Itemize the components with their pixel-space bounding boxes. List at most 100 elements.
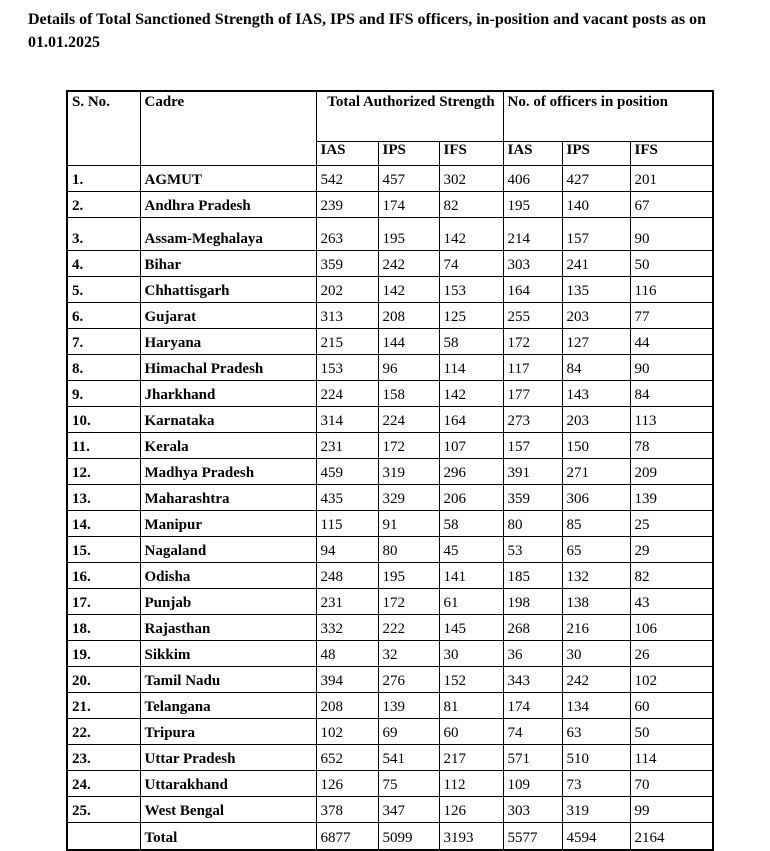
table-row: 7. Haryana 215 144 58 172 127 44	[66, 328, 714, 356]
row-value-authorized-ips: 32	[377, 640, 440, 668]
row-value-authorized-ias: 239	[315, 191, 379, 219]
row-value-in-position-ifs: 78	[629, 432, 714, 460]
row-value-authorized-ifs: 58	[438, 328, 504, 356]
row-value-authorized-ias: 394	[315, 666, 379, 694]
row-value-in-position-ifs: 114	[629, 744, 714, 772]
row-value-authorized-ips: 347	[377, 796, 440, 824]
document-page: Details of Total Sanctioned Strength of …	[0, 8, 770, 851]
table-row: 1. AGMUT 542 457 302 406 427 201	[66, 165, 714, 193]
row-value-in-position-ias: 214	[502, 217, 563, 252]
table-row: 12. Madhya Pradesh 459 319 296 391 271 2…	[66, 458, 714, 486]
row-sno: 22.	[66, 718, 141, 746]
row-cadre: West Bengal	[139, 796, 317, 824]
row-sno: 4.	[66, 250, 141, 278]
total-authorized-ias: 6877	[315, 822, 379, 851]
row-value-authorized-ias: 102	[315, 718, 379, 746]
table-row: 8. Himachal Pradesh 153 96 114 117 84 90	[66, 354, 714, 382]
row-value-in-position-ips: 150	[561, 432, 631, 460]
row-sno: 1.	[66, 165, 141, 193]
row-value-authorized-ias: 652	[315, 744, 379, 772]
row-value-in-position-ifs: 29	[629, 536, 714, 564]
total-sno-empty	[66, 822, 141, 851]
row-value-in-position-ias: 172	[502, 328, 563, 356]
row-value-authorized-ifs: 112	[438, 770, 504, 798]
row-value-authorized-ias: 224	[315, 380, 379, 408]
row-value-in-position-ias: 391	[502, 458, 563, 486]
row-sno: 6.	[66, 302, 141, 330]
row-sno: 7.	[66, 328, 141, 356]
row-value-authorized-ifs: 153	[438, 276, 504, 304]
table-row: 4. Bihar 359 242 74 303 241 50	[66, 250, 714, 278]
row-sno: 14.	[66, 510, 141, 538]
row-value-authorized-ips: 195	[377, 562, 440, 590]
row-value-in-position-ips: 203	[561, 406, 631, 434]
header-authorized-ifs: IFS	[438, 141, 504, 167]
table-row: 2. Andhra Pradesh 239 174 82 195 140 67	[66, 191, 714, 219]
row-value-in-position-ifs: 26	[629, 640, 714, 668]
row-value-authorized-ias: 263	[315, 217, 379, 252]
row-value-authorized-ias: 153	[315, 354, 379, 382]
row-value-authorized-ias: 231	[315, 432, 379, 460]
header-sno: S. No.	[66, 90, 141, 167]
row-value-authorized-ias: 202	[315, 276, 379, 304]
row-cadre: Sikkim	[139, 640, 317, 668]
row-cadre: Uttar Pradesh	[139, 744, 317, 772]
header-cadre: Cadre	[139, 90, 317, 167]
row-value-in-position-ifs: 209	[629, 458, 714, 486]
row-value-in-position-ips: 306	[561, 484, 631, 512]
table-row: 23. Uttar Pradesh 652 541 217 571 510 11…	[66, 744, 714, 772]
row-value-in-position-ips: 203	[561, 302, 631, 330]
row-value-in-position-ias: 36	[502, 640, 563, 668]
row-value-authorized-ias: 332	[315, 614, 379, 642]
row-value-authorized-ias: 314	[315, 406, 379, 434]
row-value-in-position-ias: 268	[502, 614, 563, 642]
row-value-authorized-ifs: 114	[438, 354, 504, 382]
row-value-in-position-ips: 127	[561, 328, 631, 356]
row-value-authorized-ias: 215	[315, 328, 379, 356]
row-value-in-position-ips: 84	[561, 354, 631, 382]
row-cadre: Madhya Pradesh	[139, 458, 317, 486]
table-row: 22. Tripura 102 69 60 74 63 50	[66, 718, 714, 746]
table-header: S. No. Cadre Total Authorized Strength N…	[66, 90, 714, 167]
row-value-in-position-ifs: 50	[629, 250, 714, 278]
table-footer: Total 6877 5099 3193 5577 4594 2164	[66, 822, 714, 851]
row-value-in-position-ias: 185	[502, 562, 563, 590]
row-value-authorized-ifs: 142	[438, 217, 504, 252]
total-authorized-ifs: 3193	[438, 822, 504, 851]
table-row: 21. Telangana 208 139 81 174 134 60	[66, 692, 714, 720]
row-sno: 18.	[66, 614, 141, 642]
total-authorized-ips: 5099	[377, 822, 440, 851]
row-value-in-position-ias: 273	[502, 406, 563, 434]
row-value-in-position-ips: 271	[561, 458, 631, 486]
table-body: 1. AGMUT 542 457 302 406 427 201 2. Andh…	[66, 165, 714, 824]
row-sno: 20.	[66, 666, 141, 694]
row-value-in-position-ias: 109	[502, 770, 563, 798]
table-row: 16. Odisha 248 195 141 185 132 82	[66, 562, 714, 590]
row-value-in-position-ias: 53	[502, 536, 563, 564]
row-value-in-position-ifs: 60	[629, 692, 714, 720]
header-in-position-ips: IPS	[561, 141, 631, 167]
row-value-in-position-ips: 85	[561, 510, 631, 538]
row-value-in-position-ips: 73	[561, 770, 631, 798]
row-value-in-position-ias: 195	[502, 191, 563, 219]
row-value-authorized-ifs: 74	[438, 250, 504, 278]
row-cadre: Telangana	[139, 692, 317, 720]
total-in-position-ips: 4594	[561, 822, 631, 851]
table-row: 24. Uttarakhand 126 75 112 109 73 70	[66, 770, 714, 798]
row-value-authorized-ifs: 164	[438, 406, 504, 434]
header-group-row: S. No. Cadre Total Authorized Strength N…	[66, 90, 714, 167]
row-value-in-position-ias: 80	[502, 510, 563, 538]
row-cadre: Karnataka	[139, 406, 317, 434]
row-value-authorized-ifs: 81	[438, 692, 504, 720]
header-officers-in-position: No. of officers in position	[502, 90, 714, 143]
row-value-authorized-ifs: 302	[438, 165, 504, 193]
row-sno: 21.	[66, 692, 141, 720]
row-value-authorized-ips: 457	[377, 165, 440, 193]
table-row: 18. Rajasthan 332 222 145 268 216 106	[66, 614, 714, 642]
row-sno: 11.	[66, 432, 141, 460]
row-value-authorized-ips: 329	[377, 484, 440, 512]
row-cadre: Manipur	[139, 510, 317, 538]
row-value-authorized-ips: 80	[377, 536, 440, 564]
row-sno: 25.	[66, 796, 141, 824]
row-value-authorized-ias: 126	[315, 770, 379, 798]
